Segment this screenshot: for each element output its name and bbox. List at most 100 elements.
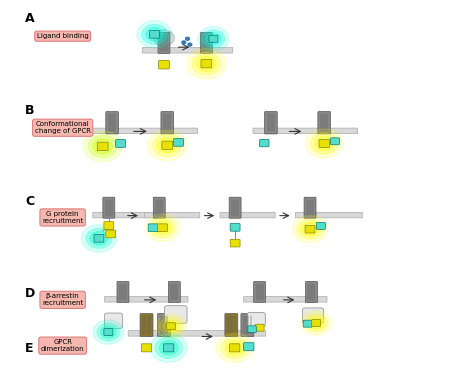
FancyBboxPatch shape [106, 230, 116, 238]
FancyBboxPatch shape [97, 142, 108, 151]
FancyBboxPatch shape [260, 139, 269, 147]
FancyBboxPatch shape [318, 111, 330, 134]
Circle shape [157, 138, 177, 153]
FancyBboxPatch shape [230, 239, 240, 247]
FancyBboxPatch shape [241, 314, 254, 337]
FancyBboxPatch shape [254, 282, 265, 303]
FancyBboxPatch shape [312, 320, 320, 327]
Circle shape [192, 52, 221, 75]
Circle shape [88, 135, 117, 158]
FancyBboxPatch shape [225, 314, 238, 337]
Circle shape [155, 337, 182, 358]
Circle shape [309, 317, 324, 329]
Circle shape [202, 30, 225, 48]
Circle shape [301, 311, 332, 335]
Circle shape [86, 228, 112, 248]
Circle shape [153, 134, 182, 156]
Circle shape [154, 221, 172, 235]
Circle shape [306, 129, 343, 158]
Circle shape [315, 136, 334, 151]
FancyBboxPatch shape [229, 197, 241, 218]
FancyBboxPatch shape [117, 282, 129, 303]
FancyBboxPatch shape [104, 222, 114, 230]
FancyBboxPatch shape [145, 212, 200, 218]
FancyBboxPatch shape [264, 111, 277, 134]
Circle shape [225, 341, 244, 355]
FancyBboxPatch shape [319, 139, 329, 148]
Circle shape [146, 28, 164, 41]
FancyBboxPatch shape [173, 138, 183, 146]
Circle shape [145, 214, 180, 241]
Circle shape [198, 27, 229, 51]
Circle shape [163, 320, 179, 332]
Circle shape [159, 341, 178, 355]
Text: C: C [25, 196, 34, 208]
FancyBboxPatch shape [153, 197, 165, 218]
FancyBboxPatch shape [158, 61, 169, 69]
FancyBboxPatch shape [304, 197, 316, 218]
FancyBboxPatch shape [164, 344, 174, 352]
FancyBboxPatch shape [140, 314, 153, 337]
Circle shape [150, 218, 175, 238]
FancyBboxPatch shape [142, 48, 233, 53]
FancyBboxPatch shape [305, 225, 315, 233]
Text: A: A [25, 13, 35, 25]
FancyBboxPatch shape [201, 32, 212, 54]
FancyBboxPatch shape [161, 111, 173, 134]
Circle shape [154, 30, 174, 46]
FancyBboxPatch shape [255, 324, 264, 331]
FancyBboxPatch shape [103, 197, 115, 218]
Circle shape [216, 333, 253, 362]
Circle shape [305, 314, 328, 332]
Circle shape [187, 48, 226, 79]
Circle shape [292, 215, 328, 243]
FancyBboxPatch shape [201, 59, 212, 68]
Circle shape [155, 314, 187, 338]
Text: G protein
recruitment: G protein recruitment [42, 211, 83, 224]
FancyBboxPatch shape [105, 297, 188, 302]
FancyBboxPatch shape [230, 224, 240, 231]
FancyBboxPatch shape [148, 224, 158, 232]
FancyBboxPatch shape [158, 32, 170, 54]
Text: D: D [25, 287, 35, 300]
FancyBboxPatch shape [166, 323, 175, 330]
FancyBboxPatch shape [330, 138, 339, 145]
Circle shape [90, 231, 108, 245]
FancyBboxPatch shape [295, 212, 362, 218]
Circle shape [197, 56, 216, 71]
FancyBboxPatch shape [162, 141, 173, 149]
Text: β-arrestin
recruitment: β-arrestin recruitment [42, 293, 83, 306]
FancyBboxPatch shape [128, 331, 266, 336]
FancyBboxPatch shape [141, 344, 152, 352]
Text: GPCR
dimerization: GPCR dimerization [41, 339, 84, 352]
Circle shape [150, 333, 187, 362]
FancyBboxPatch shape [150, 31, 159, 38]
FancyBboxPatch shape [303, 320, 312, 327]
Circle shape [93, 320, 124, 344]
Circle shape [100, 326, 116, 338]
FancyBboxPatch shape [302, 308, 324, 323]
FancyBboxPatch shape [244, 297, 327, 302]
Text: E: E [25, 342, 34, 355]
Circle shape [137, 21, 172, 48]
FancyBboxPatch shape [116, 139, 126, 147]
Text: B: B [25, 104, 35, 117]
FancyBboxPatch shape [247, 312, 265, 327]
FancyBboxPatch shape [93, 212, 148, 218]
FancyBboxPatch shape [157, 224, 167, 232]
FancyBboxPatch shape [317, 223, 325, 230]
FancyBboxPatch shape [164, 306, 187, 323]
Circle shape [147, 130, 187, 161]
FancyBboxPatch shape [104, 329, 113, 335]
FancyBboxPatch shape [253, 128, 357, 134]
FancyBboxPatch shape [305, 282, 318, 303]
Text: Conformational
change of GPCR: Conformational change of GPCR [35, 121, 91, 134]
Circle shape [83, 131, 122, 162]
FancyBboxPatch shape [244, 343, 254, 351]
Circle shape [301, 223, 319, 236]
Circle shape [310, 133, 338, 154]
Circle shape [82, 225, 117, 252]
FancyBboxPatch shape [106, 111, 118, 134]
FancyBboxPatch shape [229, 344, 240, 352]
Circle shape [188, 43, 192, 46]
